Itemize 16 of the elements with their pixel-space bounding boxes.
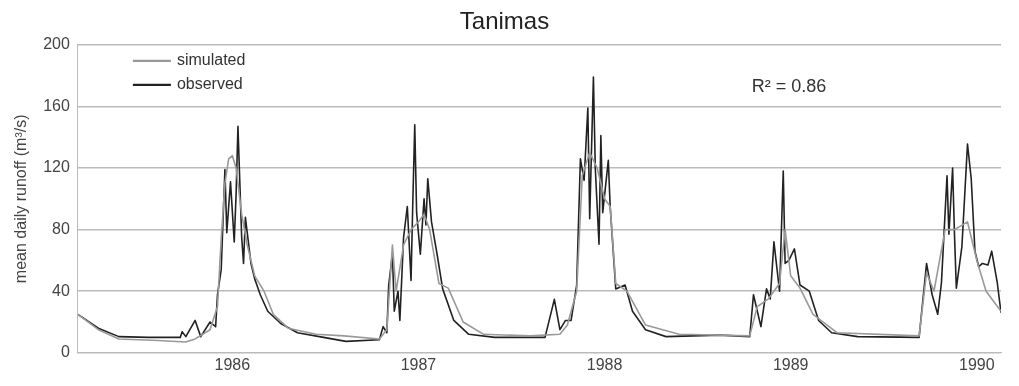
x-tick-label: 1987	[400, 355, 437, 373]
legend-label: simulated	[176, 51, 246, 69]
x-tick-label: 1990	[959, 355, 995, 373]
x-tick-label: 1989	[772, 355, 809, 373]
x-tick-label: 1988	[586, 355, 623, 373]
y-tick-label: 200	[43, 35, 70, 53]
chart-title: Tanimas	[459, 7, 550, 35]
y-tick-label: 80	[52, 220, 70, 238]
y-tick-label: 160	[43, 96, 70, 114]
x-tick-label: 1986	[214, 355, 251, 373]
legend-label: observed	[176, 75, 243, 93]
y-axis-title: mean daily runoff (m³/s)	[12, 114, 30, 284]
y-tick-label: 120	[43, 158, 70, 176]
y-tick-label: 0	[60, 343, 70, 361]
y-tick-label: 40	[52, 281, 70, 299]
annotation: R² = 0.86	[751, 75, 827, 96]
